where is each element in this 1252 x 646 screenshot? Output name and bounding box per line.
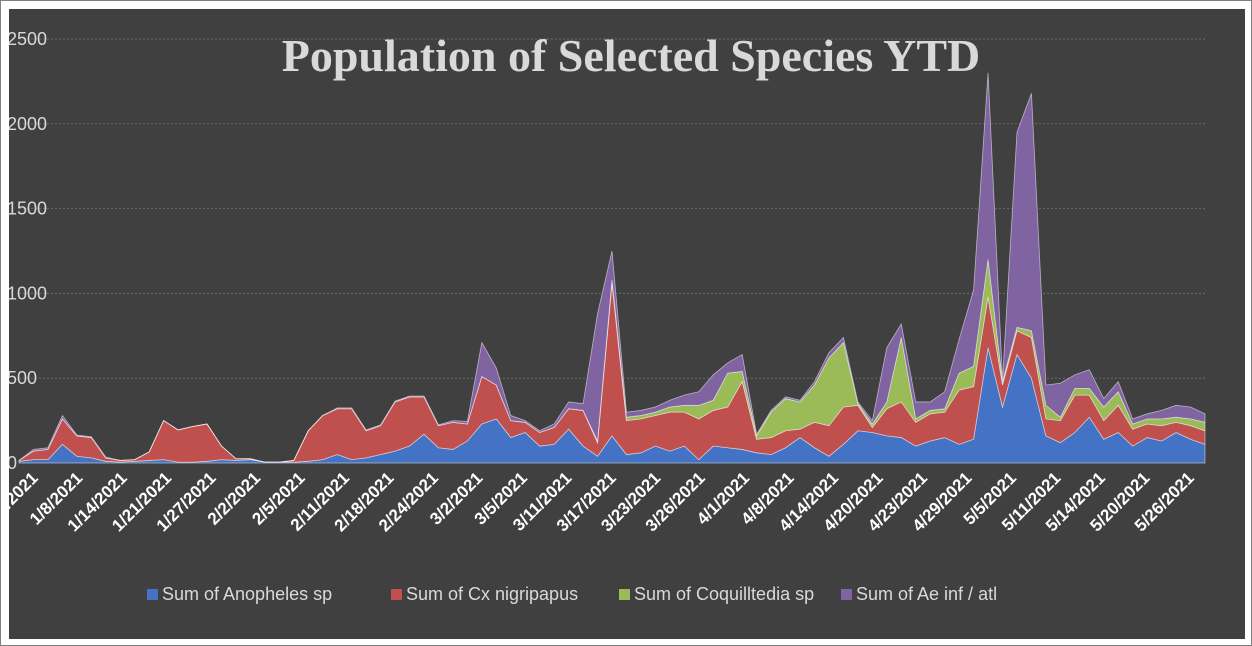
y-tick-label: 1000 <box>9 283 47 303</box>
legend-label: Sum of Ae inf / atl <box>856 584 997 604</box>
legend-item: Sum of Ae inf / atl <box>841 584 997 604</box>
y-tick-label: 1500 <box>9 199 47 219</box>
legend-label: Sum of Coquilltedia sp <box>634 584 814 604</box>
y-tick-label: 2500 <box>9 29 47 49</box>
area-series-group <box>18 72 1206 464</box>
x-axis: 1/5/20211/8/20211/14/20211/21/20211/27/2… <box>9 468 1198 535</box>
chart-area: 0 500 1000 1500 2000 2500 1/5/2021 1/8/2021 1/1… <box>9 9 1245 639</box>
legend: Sum of Anopheles sp Sum of Cx nigripapus S… <box>147 584 997 604</box>
legend-label: Sum of Anopheles sp <box>162 584 332 604</box>
legend-item: Sum of Coquilltedia sp <box>619 584 814 604</box>
legend-item: Sum of Anopheles sp <box>147 584 332 604</box>
y-tick-label: 0 <box>9 453 17 473</box>
legend-item: Sum of Cx nigripapus <box>391 584 578 604</box>
legend-swatch <box>391 589 402 600</box>
legend-swatch <box>147 589 158 600</box>
legend-swatch <box>841 589 852 600</box>
area-sum-of-ae-inf-atl <box>18 72 1206 463</box>
legend-swatch <box>619 589 630 600</box>
legend-label: Sum of Cx nigripapus <box>406 584 578 604</box>
chart-svg: 0 500 1000 1500 2000 2500 1/5/20211/8/20211/1… <box>9 29 1206 604</box>
y-axis: 0 500 1000 1500 2000 2500 <box>9 29 47 473</box>
y-tick-label: 500 <box>9 368 37 388</box>
y-tick-label: 2000 <box>9 114 47 134</box>
chart-title: Population of Selected Species YTD <box>282 30 981 81</box>
